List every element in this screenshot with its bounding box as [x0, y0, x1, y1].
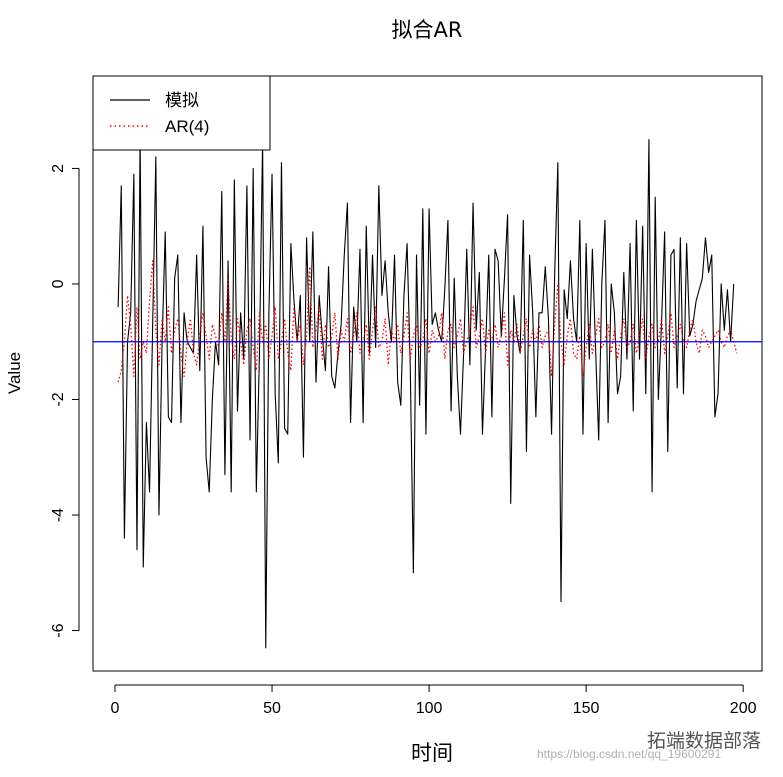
- series-layer: [117, 133, 738, 649]
- x-tick-label: 100: [416, 700, 443, 717]
- y-axis: -6 -4 -2 0 2: [50, 164, 80, 638]
- legend-label-sim: 模拟: [165, 91, 199, 111]
- y-tick-label: -6: [50, 623, 67, 637]
- x-axis-label: 时间: [411, 741, 453, 765]
- y-tick-label: -4: [50, 508, 67, 522]
- y-tick-label: -2: [50, 392, 67, 406]
- y-tick-label: 0: [50, 279, 67, 288]
- watermark: 拓端数据部落 https://blog.csdn.net/qq_19600291: [537, 730, 761, 761]
- series-line-ar4: [117, 260, 738, 383]
- y-axis-label: Value: [5, 352, 24, 394]
- y-tick-label: 2: [50, 164, 67, 173]
- x-tick-label: 150: [573, 700, 600, 717]
- chart-title: 拟合AR: [392, 18, 463, 42]
- legend-box: [92, 75, 271, 151]
- x-tick-label: 50: [263, 700, 281, 717]
- series-line-simulated: [117, 133, 735, 649]
- legend-label-ar4: AR(4): [165, 117, 209, 136]
- x-tick-label: 0: [111, 700, 120, 717]
- watermark-url: https://blog.csdn.net/qq_19600291: [537, 747, 721, 761]
- x-axis: 0 50 100 150 200: [111, 684, 757, 717]
- legend: 模拟 AR(4): [92, 75, 271, 151]
- x-tick-label: 200: [730, 700, 757, 717]
- plot-frame: [92, 75, 763, 672]
- watermark-brand: 拓端数据部落: [647, 730, 761, 752]
